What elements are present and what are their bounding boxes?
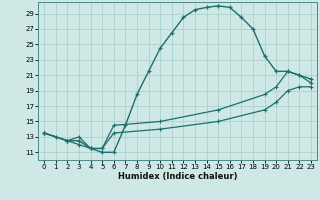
X-axis label: Humidex (Indice chaleur): Humidex (Indice chaleur) bbox=[118, 172, 237, 181]
